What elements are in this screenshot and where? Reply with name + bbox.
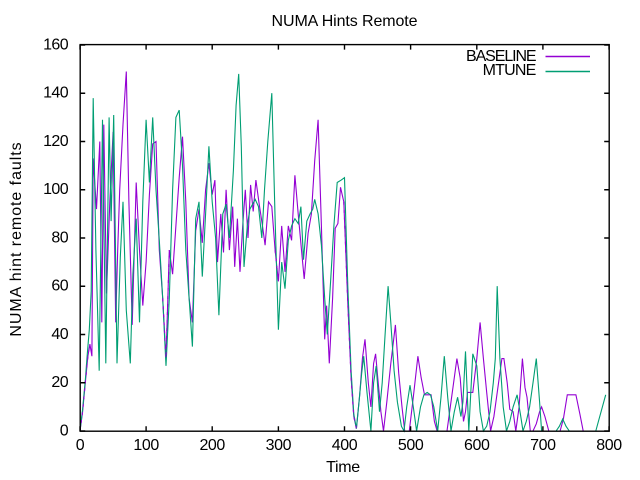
svg-text:MTUNE: MTUNE xyxy=(483,62,536,79)
svg-text:60: 60 xyxy=(51,278,68,295)
svg-text:20: 20 xyxy=(51,374,68,391)
svg-text:160: 160 xyxy=(43,36,69,53)
svg-text:700: 700 xyxy=(530,437,556,454)
svg-text:0: 0 xyxy=(76,437,85,454)
svg-text:NUMA hint remote faults: NUMA hint remote faults xyxy=(8,141,25,336)
svg-text:800: 800 xyxy=(596,437,622,454)
svg-text:80: 80 xyxy=(51,229,68,246)
svg-text:NUMA Hints Remote: NUMA Hints Remote xyxy=(272,13,418,30)
svg-text:0: 0 xyxy=(60,422,69,439)
svg-text:Time: Time xyxy=(326,459,360,476)
svg-text:BASELINE: BASELINE xyxy=(466,48,536,65)
svg-text:500: 500 xyxy=(398,437,424,454)
svg-text:400: 400 xyxy=(332,437,358,454)
svg-text:40: 40 xyxy=(51,326,68,343)
svg-text:140: 140 xyxy=(43,85,69,102)
svg-text:600: 600 xyxy=(464,437,490,454)
svg-text:100: 100 xyxy=(43,181,69,198)
svg-text:100: 100 xyxy=(133,437,159,454)
svg-text:120: 120 xyxy=(43,133,69,150)
svg-text:300: 300 xyxy=(266,437,292,454)
svg-text:200: 200 xyxy=(199,437,225,454)
